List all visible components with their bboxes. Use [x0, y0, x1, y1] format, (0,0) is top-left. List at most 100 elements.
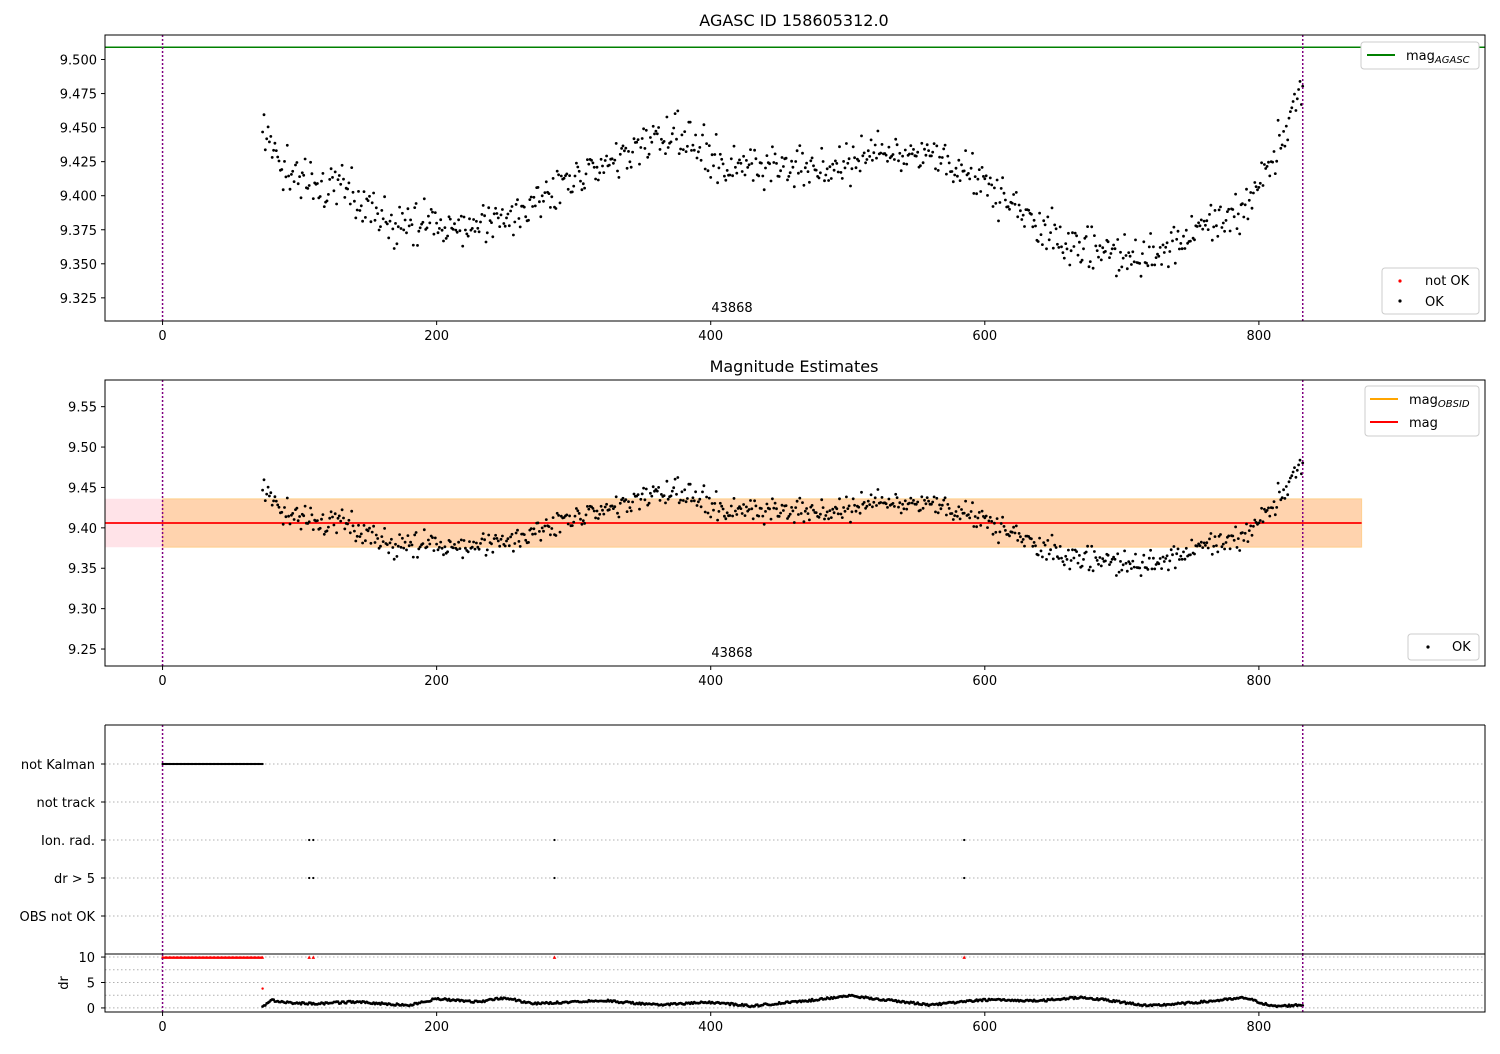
data-point [644, 128, 648, 132]
data-point [839, 171, 843, 174]
data-point [977, 511, 981, 514]
data-point [872, 151, 876, 155]
data-point [454, 228, 458, 232]
data-point [1034, 224, 1037, 228]
data-point [692, 499, 696, 503]
legend-label-mag: mag [1406, 49, 1435, 64]
data-point [373, 541, 377, 544]
data-point [359, 204, 363, 208]
data-point [374, 206, 378, 210]
data-point [762, 188, 766, 192]
data-point [640, 137, 644, 140]
data-point [984, 514, 988, 518]
data-point [580, 522, 584, 526]
data-point [1295, 97, 1299, 101]
data-point [1001, 176, 1004, 180]
data-point [1283, 497, 1287, 500]
data-point [491, 235, 495, 239]
data-point [436, 548, 440, 552]
data-point [270, 503, 274, 507]
data-point [1076, 253, 1080, 257]
data-point [285, 496, 289, 500]
data-point [332, 523, 336, 527]
data-point [760, 507, 763, 510]
data-point [779, 169, 782, 173]
data-point [475, 219, 478, 223]
data-point [840, 177, 844, 180]
data-point [413, 533, 417, 537]
data-point [639, 146, 643, 149]
data-point [887, 497, 891, 501]
data-point [725, 511, 729, 515]
data-point [480, 213, 484, 216]
data-point [348, 202, 352, 206]
data-point [1124, 254, 1128, 257]
data-point [1201, 546, 1205, 549]
data-point [646, 155, 650, 159]
data-point [799, 170, 803, 173]
data-point [960, 163, 963, 167]
data-point [638, 162, 641, 166]
data-point [847, 504, 851, 508]
data-point [847, 157, 851, 161]
flag-point [963, 838, 966, 842]
data-point [1209, 532, 1213, 535]
data-point [1152, 556, 1155, 560]
data-point [714, 133, 718, 136]
data-point [1198, 544, 1202, 548]
data-point [291, 512, 295, 515]
data-point [631, 150, 634, 154]
data-point [784, 504, 788, 507]
legend-ok-status: not OK OK [1381, 267, 1480, 315]
data-point [1173, 261, 1177, 265]
data-point [1153, 263, 1157, 267]
data-point [266, 125, 270, 129]
data-point [388, 541, 392, 545]
data-point [610, 504, 614, 508]
data-point [494, 533, 497, 537]
data-point [343, 196, 347, 199]
data-point [865, 158, 869, 161]
data-point [605, 502, 608, 506]
x-tick-label: 200 [424, 1020, 449, 1035]
data-point [898, 501, 902, 505]
data-point [697, 500, 700, 504]
data-point [1068, 263, 1072, 267]
data-point [1130, 263, 1133, 266]
data-point [1051, 557, 1055, 561]
data-point [373, 218, 377, 222]
data-point [1121, 563, 1125, 567]
data-point [960, 508, 963, 511]
data-point [370, 201, 374, 205]
data-point [596, 178, 600, 182]
data-point [801, 501, 804, 504]
data-point [821, 160, 825, 163]
data-point [1173, 566, 1177, 570]
data-point [879, 501, 883, 504]
data-point [401, 211, 404, 215]
data-point [984, 174, 988, 178]
data-point [506, 537, 510, 541]
data-point [831, 162, 835, 166]
data-point [461, 556, 465, 560]
data-point [655, 489, 659, 493]
data-point [276, 155, 280, 159]
data-point [487, 533, 491, 537]
data-point [1189, 553, 1192, 557]
data-point [518, 545, 522, 548]
data-point [710, 153, 714, 157]
data-point [1142, 240, 1146, 244]
data-point [368, 526, 371, 530]
data-point [898, 151, 902, 155]
data-point [905, 507, 909, 511]
data-point [1238, 232, 1242, 236]
data-point [773, 152, 777, 156]
data-point [1271, 160, 1274, 164]
data-point [780, 503, 784, 507]
data-point [1120, 265, 1124, 269]
data-point [1008, 207, 1011, 211]
data-point [1045, 247, 1048, 251]
data-point [442, 239, 445, 243]
data-point [262, 113, 266, 117]
data-point [1268, 514, 1272, 518]
